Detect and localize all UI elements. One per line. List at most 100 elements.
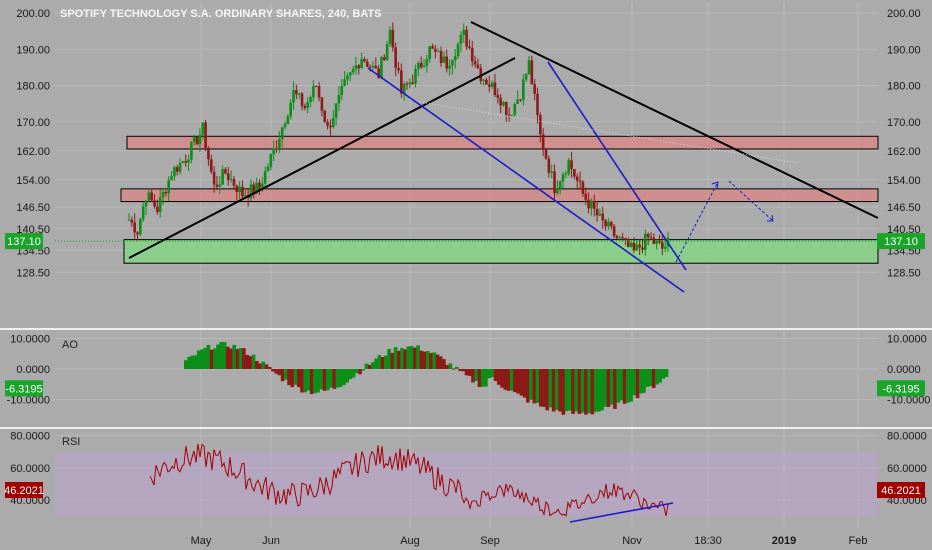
candle-body xyxy=(368,66,372,68)
ao-bar xyxy=(329,369,333,388)
candle-body xyxy=(607,221,610,227)
ao-bar xyxy=(416,345,420,369)
candle-body xyxy=(354,65,358,69)
candle-body xyxy=(269,154,273,167)
candle-body xyxy=(402,83,406,94)
ao-bar xyxy=(345,369,349,383)
ao-value-badge-left-bg xyxy=(5,380,43,397)
ao-bar xyxy=(609,369,614,405)
candle-body xyxy=(156,206,159,212)
ao-bar xyxy=(261,361,266,369)
candle-body xyxy=(244,195,247,197)
ao-bar xyxy=(493,369,498,382)
candle-body xyxy=(556,188,559,194)
time-tick-label: 18:30 xyxy=(694,535,722,547)
candle-body xyxy=(519,99,522,101)
ao-bar xyxy=(426,350,430,369)
ao-bar xyxy=(474,369,479,381)
rsi-value-badge-right-bg xyxy=(877,482,925,499)
candle-body xyxy=(297,93,301,95)
candle-body xyxy=(524,74,528,80)
ao-bar xyxy=(206,344,211,369)
candle-body xyxy=(573,169,576,177)
ao-bar xyxy=(616,369,620,403)
ao-panel-label: AO xyxy=(62,339,78,351)
ao-bar xyxy=(619,369,624,401)
candle-body xyxy=(346,75,349,80)
candle-body xyxy=(587,199,590,209)
candle-body xyxy=(436,51,440,53)
candle-body xyxy=(400,70,403,94)
ao-bar xyxy=(458,369,462,372)
time-tick-label: Aug xyxy=(400,535,420,547)
candle-body xyxy=(541,134,545,150)
ao-bar xyxy=(487,369,491,379)
candle-body xyxy=(661,242,664,249)
ao-bar xyxy=(526,369,530,403)
candle-body xyxy=(215,184,219,187)
candle-body xyxy=(374,65,378,69)
ao-bar xyxy=(209,349,214,369)
candle-body xyxy=(604,220,607,227)
candle-body xyxy=(201,122,205,135)
ao-bar xyxy=(322,369,327,391)
candle-body xyxy=(485,79,488,85)
ao-bar xyxy=(325,369,330,391)
candle-body xyxy=(434,48,437,52)
candle-body xyxy=(419,62,423,68)
candle-body xyxy=(275,148,278,150)
candle-body xyxy=(306,101,310,109)
ao-bar xyxy=(613,369,617,409)
candle-body xyxy=(136,232,139,235)
candle-body xyxy=(655,240,658,244)
ao-bar xyxy=(264,364,269,369)
candle-body xyxy=(388,29,392,45)
candle-body xyxy=(641,247,644,250)
candle-body xyxy=(150,192,153,201)
candle-body xyxy=(507,115,511,117)
ao-bar xyxy=(254,361,259,369)
ao-bar xyxy=(213,348,217,369)
price-tick-label-right: 190.00 xyxy=(887,44,921,56)
candle-body xyxy=(473,61,477,65)
candle-body xyxy=(391,29,395,48)
candle-body xyxy=(141,206,145,220)
candle-body xyxy=(479,68,483,81)
candle-body xyxy=(578,180,582,182)
candle-body xyxy=(221,169,224,185)
ao-bar xyxy=(245,354,249,369)
ao-bar xyxy=(522,369,527,398)
ao-bar xyxy=(564,369,569,412)
candle-body xyxy=(505,101,508,116)
candle-body xyxy=(635,244,639,251)
ao-bar xyxy=(400,348,404,369)
ao-bar xyxy=(238,348,243,369)
ao-value-badge-left: -6.3195 xyxy=(5,383,42,395)
ao-bar xyxy=(513,369,517,393)
ao-bar xyxy=(419,350,424,369)
ao-bar xyxy=(406,346,411,369)
rsi-value-badge-left-bg xyxy=(5,482,43,499)
ao-bar xyxy=(203,348,207,369)
ao-bar xyxy=(484,369,488,387)
projection-arrowhead xyxy=(767,214,774,222)
candle-body xyxy=(173,167,176,177)
candle-body xyxy=(567,160,571,174)
chart-title: SPOTIFY TECHNOLOGY S.A. ORDINARY SHARES,… xyxy=(60,8,382,20)
candle-body xyxy=(431,46,434,49)
candle-body xyxy=(164,192,168,194)
price-tick-label-left: 170.00 xyxy=(16,117,50,129)
candle-body xyxy=(428,46,432,60)
candle-body xyxy=(289,102,292,117)
candle-body xyxy=(468,46,471,49)
ao-bar xyxy=(303,369,308,393)
ao-bar xyxy=(455,366,459,369)
ao-bar xyxy=(532,369,537,404)
rsi-tick-label-right: 60.0000 xyxy=(887,463,927,475)
ao-bar xyxy=(535,369,540,403)
price-tick-label-left: 162.00 xyxy=(16,146,50,158)
ao-bar xyxy=(351,369,356,378)
candle-body xyxy=(490,82,494,87)
lower-resistance-zone xyxy=(120,188,879,203)
candle-body xyxy=(550,171,553,173)
